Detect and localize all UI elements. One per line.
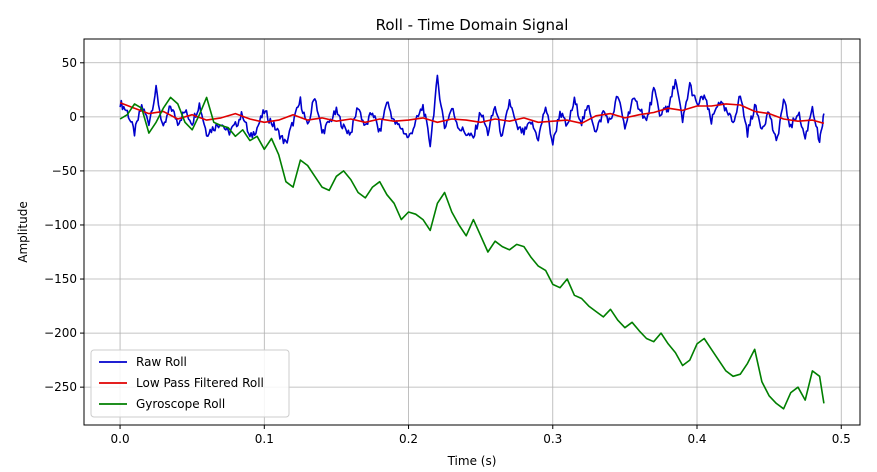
- x-axis-label: Time (s): [447, 454, 497, 468]
- y-axis-ticks: 50 0 −50 −100 −150 −200 −250: [44, 56, 84, 394]
- x-tick-label: 0.3: [543, 432, 562, 446]
- legend-entry: Raw Roll: [136, 355, 187, 369]
- x-tick-label: 0.2: [399, 432, 418, 446]
- x-tick-label: 0.5: [832, 432, 851, 446]
- legend: Raw Roll Low Pass Filtered Roll Gyroscope …: [90, 349, 290, 418]
- y-tick-label: 0: [69, 110, 77, 124]
- y-tick-label: −200: [44, 326, 77, 340]
- chart-title: Roll - Time Domain Signal: [376, 16, 569, 34]
- series-line-gyroscope-roll: [119, 96, 825, 410]
- series-line-low-pass-filtered-roll: [119, 102, 825, 125]
- legend-entry: Gyroscope Roll: [136, 397, 225, 411]
- series-layer: [119, 74, 825, 410]
- y-tick-label: −250: [44, 380, 77, 394]
- legend-entry: Low Pass Filtered Roll: [136, 376, 264, 390]
- y-axis-label: Amplitude: [16, 201, 30, 263]
- legend-box: [90, 349, 290, 418]
- x-axis-ticks: 0.0 0.1 0.2 0.3 0.4 0.5: [111, 425, 851, 446]
- plot-frame: [83, 38, 861, 426]
- y-tick-label: −150: [44, 272, 77, 286]
- y-tick-label: −100: [44, 218, 77, 232]
- x-tick-label: 0.0: [111, 432, 130, 446]
- grid: [84, 39, 860, 425]
- x-tick-label: 0.4: [687, 432, 706, 446]
- y-tick-label: 50: [62, 56, 77, 70]
- x-tick-label: 0.1: [255, 432, 274, 446]
- series-line-raw-roll: [119, 74, 825, 148]
- y-tick-label: −50: [52, 164, 77, 178]
